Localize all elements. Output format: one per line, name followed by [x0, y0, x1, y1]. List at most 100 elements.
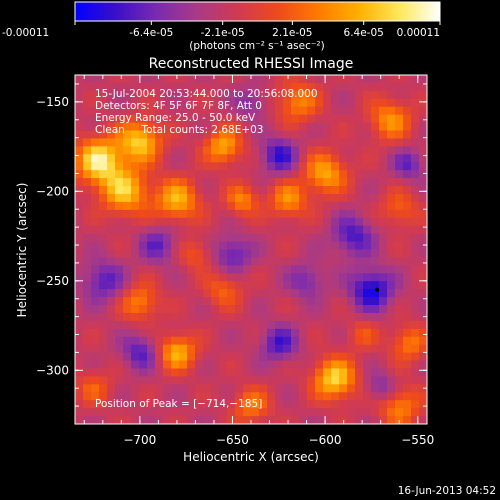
heatmap-cell	[171, 170, 180, 179]
heatmap-cell	[315, 257, 324, 266]
heatmap-cell	[411, 297, 420, 306]
heatmap-cell	[355, 201, 364, 211]
heatmap-cell	[147, 138, 156, 147]
heatmap-cell	[235, 376, 244, 385]
heatmap-cell	[251, 233, 260, 242]
heatmap-cell	[419, 400, 427, 409]
heatmap-cell	[123, 193, 132, 203]
heatmap-cell	[203, 273, 212, 282]
heatmap-cell	[171, 233, 180, 242]
heatmap-cell	[211, 130, 220, 139]
heatmap-cell	[283, 82, 292, 92]
heatmap-cell	[379, 225, 388, 235]
heatmap-cell	[411, 162, 420, 171]
heatmap-cell	[411, 122, 420, 131]
heatmap-cell	[171, 281, 180, 290]
heatmap-cell	[243, 376, 252, 385]
heatmap-cell	[131, 273, 140, 282]
heatmap-cell	[91, 233, 100, 242]
heatmap-cell	[107, 312, 116, 322]
heatmap-cell	[339, 336, 348, 346]
heatmap-cell	[251, 352, 260, 361]
heatmap-cell	[267, 98, 276, 108]
heatmap-cell	[299, 384, 308, 393]
heatmap-cell	[195, 257, 204, 266]
heatmap-cell	[107, 257, 116, 266]
heatmap-cell	[227, 408, 236, 417]
heatmap-cell	[379, 82, 388, 92]
heatmap-cell	[179, 312, 188, 322]
heatmap-cell	[195, 400, 204, 409]
heatmap-cell	[123, 75, 132, 84]
heatmap-cell	[187, 400, 196, 409]
heatmap-cell	[339, 162, 348, 171]
heatmap-cell	[115, 186, 124, 195]
heatmap-cell	[411, 217, 420, 227]
heatmap-cell	[99, 217, 108, 227]
heatmap-cell	[331, 98, 340, 108]
heatmap-cell	[211, 122, 220, 131]
heatmap-cell	[75, 289, 84, 298]
peak-position-label: Position of Peak = [−714,−185]	[95, 398, 262, 410]
heatmap-cell	[371, 122, 380, 131]
heatmap-cell	[163, 400, 172, 409]
heatmap-cell	[227, 146, 236, 155]
heatmap-cell	[107, 400, 116, 409]
heatmap-cell	[179, 376, 188, 385]
heatmap-cell	[259, 193, 268, 203]
heatmap-cell	[267, 384, 276, 393]
heatmap-cell	[259, 178, 268, 187]
heatmap-cell	[291, 75, 300, 84]
heatmap-cell	[315, 376, 324, 385]
heatmap-cell	[203, 225, 212, 235]
heatmap-cell	[243, 328, 252, 338]
heatmap-cell	[227, 384, 236, 393]
heatmap-cell	[195, 154, 204, 163]
heatmap-cell	[155, 90, 164, 100]
colorbar-tick-label: -6.4e-05	[129, 27, 173, 39]
heatmap-cell	[179, 98, 188, 108]
heatmap-cell	[115, 82, 124, 92]
heatmap-cell	[171, 360, 180, 369]
heatmap-cell	[259, 75, 268, 84]
heatmap-cell	[187, 209, 196, 219]
heatmap-cell	[83, 328, 92, 338]
heatmap-cell	[323, 281, 332, 290]
heatmap-cell	[203, 408, 212, 417]
heatmap-cell	[91, 193, 100, 203]
heatmap-cell	[195, 328, 204, 338]
heatmap-cell	[347, 233, 356, 242]
heatmap-cell	[203, 241, 212, 250]
heatmap-cell	[323, 82, 332, 92]
heatmap-cell	[179, 249, 188, 258]
heatmap-cell	[411, 225, 420, 235]
heatmap-cell	[307, 328, 316, 338]
heatmap-cell	[355, 312, 364, 322]
colorbar-tick-label: -2.1e-05	[201, 27, 245, 39]
heatmap-cell	[203, 193, 212, 203]
heatmap-cell	[203, 106, 212, 116]
heatmap-cell	[195, 217, 204, 227]
heatmap-cell	[123, 82, 132, 92]
heatmap-cell	[259, 312, 268, 322]
heatmap-cell	[107, 178, 116, 187]
heatmap-cell	[395, 352, 404, 361]
heatmap-cell	[315, 281, 324, 290]
heatmap-cell	[75, 344, 84, 354]
heatmap-cell	[107, 273, 116, 282]
heatmap-cell	[99, 352, 108, 361]
heatmap-cell	[91, 376, 100, 385]
heatmap-cell	[99, 265, 108, 274]
colorbar-tick-label: 6.4e-05	[344, 27, 384, 39]
heatmap-cell	[299, 289, 308, 298]
heatmap-cell	[179, 75, 188, 84]
heatmap-cell	[371, 170, 380, 179]
heatmap-cell	[227, 241, 236, 250]
heatmap-cell	[291, 154, 300, 163]
heatmap-cell	[75, 233, 84, 242]
heatmap-cell	[203, 344, 212, 354]
heatmap-cell	[123, 170, 132, 179]
heatmap-cell	[371, 384, 380, 393]
heatmap-cell	[259, 360, 268, 369]
heatmap-cell	[323, 209, 332, 219]
